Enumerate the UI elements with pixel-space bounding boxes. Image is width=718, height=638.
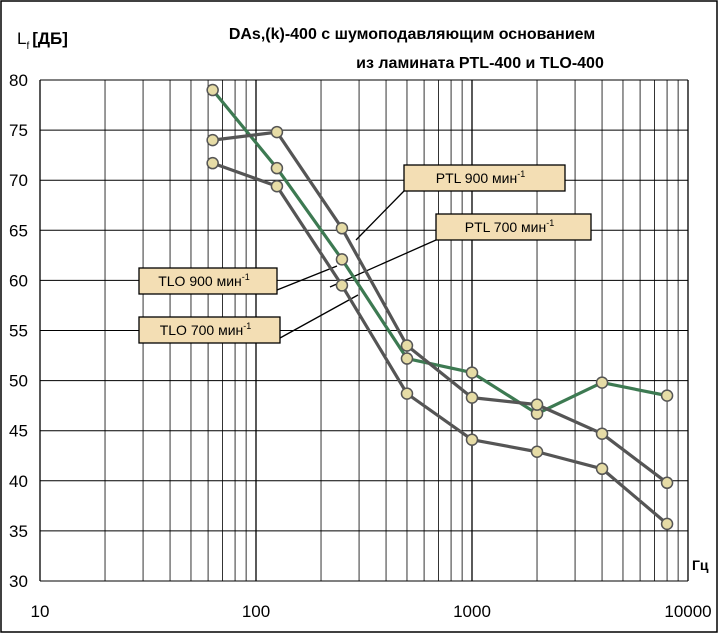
y-axis-label: Lf [ДБ] bbox=[17, 29, 68, 52]
y-tick-label: 50 bbox=[9, 372, 28, 391]
series-line-2 bbox=[212, 161, 669, 526]
data-point bbox=[270, 179, 284, 193]
data-point bbox=[206, 83, 219, 97]
y-tick-label: 65 bbox=[9, 221, 28, 240]
x-tick-label: 1000 bbox=[453, 602, 491, 621]
y-tick-label: 70 bbox=[9, 171, 28, 190]
series-label-box bbox=[435, 213, 592, 241]
data-point bbox=[595, 462, 609, 476]
data-point bbox=[465, 366, 479, 379]
series-label: TLO 700 мин-1 bbox=[160, 321, 252, 338]
y-tick-label: 30 bbox=[9, 572, 28, 591]
series-labels: PTL 900 мин-1 PTL 700 мин-1 TLO 900 мин-1 T… bbox=[138, 164, 592, 344]
series-label-box bbox=[138, 316, 281, 344]
chart-title-line1: DAs,(k)-400 с шумоподавляющим основанием bbox=[229, 26, 595, 43]
y-tick-label: 35 bbox=[9, 522, 28, 541]
data-point bbox=[465, 391, 479, 404]
data-point bbox=[660, 389, 674, 402]
y-tick-label: 40 bbox=[9, 472, 28, 491]
series-label-box bbox=[403, 164, 566, 192]
tick-labels: 10 100 1000 10000 30 35 40 45 50 55 60 65 70 75 80 bbox=[9, 71, 712, 621]
y-tick-label: 55 bbox=[9, 322, 28, 341]
y-tick-label: 80 bbox=[9, 71, 28, 90]
x-tick-label: 100 bbox=[242, 602, 270, 621]
data-point bbox=[335, 222, 349, 235]
series-label: PTL 700 мин-1 bbox=[465, 218, 555, 235]
data-point bbox=[270, 125, 284, 139]
data-point bbox=[335, 253, 349, 266]
data-point bbox=[400, 339, 414, 352]
leader-line bbox=[329, 239, 437, 288]
series-label: PTL 900 мин-1 bbox=[436, 169, 526, 186]
series-line-0 bbox=[211, 89, 668, 416]
data-point bbox=[400, 387, 414, 400]
y-tick-label: 75 bbox=[9, 121, 28, 140]
y-tick-label: 60 bbox=[9, 271, 28, 290]
data-point bbox=[660, 517, 674, 531]
x-tick-label: 10 bbox=[31, 602, 50, 621]
data-point bbox=[530, 398, 544, 411]
data-point bbox=[595, 376, 609, 389]
leader-lines bbox=[276, 190, 437, 339]
data-point bbox=[270, 161, 284, 175]
leader-line bbox=[279, 294, 359, 339]
data-point bbox=[206, 156, 219, 170]
x-tick-label: 10000 bbox=[664, 602, 711, 621]
x-axis-label: Гц bbox=[692, 557, 709, 573]
series-label-box bbox=[138, 267, 278, 295]
data-point bbox=[335, 279, 349, 292]
y-tick-label: 45 bbox=[9, 422, 28, 441]
chart-title-line2: из ламината PTL-400 и TLO-400 bbox=[356, 55, 604, 72]
leader-line bbox=[276, 265, 338, 291]
leader-line bbox=[355, 190, 405, 241]
data-point bbox=[660, 476, 674, 490]
series-group bbox=[206, 83, 674, 531]
data-point bbox=[465, 433, 479, 446]
data-point bbox=[530, 445, 544, 458]
series-line-1 bbox=[212, 130, 669, 485]
data-point bbox=[206, 133, 219, 147]
series-label: TLO 900 мин-1 bbox=[158, 272, 250, 289]
data-point bbox=[400, 352, 414, 365]
data-point bbox=[595, 427, 609, 440]
